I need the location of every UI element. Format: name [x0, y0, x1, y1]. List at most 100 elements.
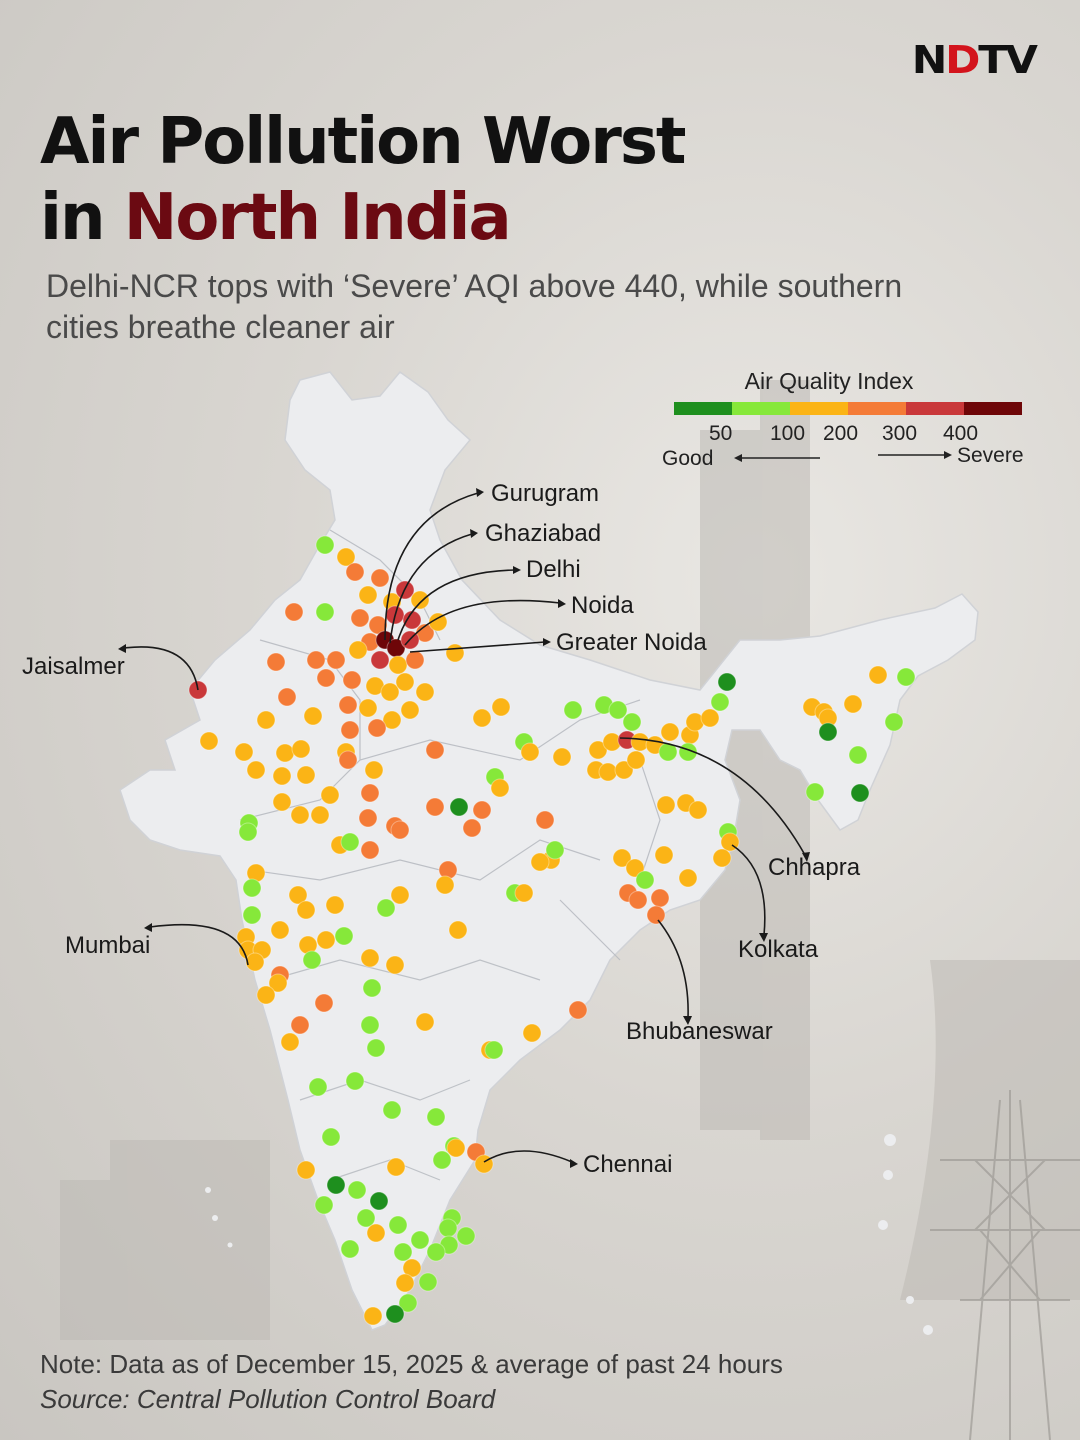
aqi-dot: [316, 668, 336, 688]
page-title: Air Pollution Worst in North India: [40, 104, 686, 256]
aqi-dot: [884, 712, 904, 732]
aqi-dot: [272, 792, 292, 812]
aqi-dot: [296, 1160, 316, 1180]
aqi-dot: [612, 848, 632, 868]
aqi-dot: [350, 608, 370, 628]
aqi-dot: [395, 1273, 415, 1293]
aqi-dot: [360, 783, 380, 803]
aqi-dot: [310, 805, 330, 825]
aqi-dot: [415, 1012, 435, 1032]
aqi-dot: [418, 1272, 438, 1292]
aqi-dot: [410, 590, 430, 610]
data-source: Source: Central Pollution Control Board: [40, 1384, 496, 1414]
aqi-dot: [325, 895, 345, 915]
callout-arrowheads: [118, 488, 810, 1168]
aqi-dot: [395, 672, 415, 692]
data-note: Note: Data as of December 15, 2025 & ave…: [40, 1349, 783, 1379]
scale-segment-3: [790, 402, 848, 415]
aqi-dot: [530, 852, 550, 872]
aqi-dot: [284, 602, 304, 622]
aqi-dot: [598, 762, 618, 782]
aqi-dot: [622, 712, 642, 732]
aqi-dot: [376, 898, 396, 918]
legend-title: Air Quality Index: [744, 368, 914, 394]
aqi-dot: [456, 1226, 476, 1246]
aqi-dot: [315, 535, 335, 555]
aqi-dot: [432, 1150, 452, 1170]
aqi-dot: [277, 687, 297, 707]
callout-kolkata: Kolkata: [738, 936, 819, 963]
aqi-dot: [321, 1127, 341, 1147]
aqi-dot: [358, 585, 378, 605]
legend-tick-100: 100: [770, 422, 806, 445]
callout-leader-lines: [123, 492, 806, 1163]
aqi-dot: [425, 740, 445, 760]
aqi-dot: [380, 682, 400, 702]
legend-good-label: Good: [662, 447, 714, 470]
aqi-dot: [370, 568, 390, 588]
aqi-dot: [472, 708, 492, 728]
islands: [205, 1134, 933, 1335]
aqi-dot: [688, 800, 708, 820]
aqi-dot: [710, 692, 730, 712]
aqi-dot: [296, 900, 316, 920]
aqi-dot: [340, 1239, 360, 1259]
aqi-dot: [400, 700, 420, 720]
aqi-dot: [334, 926, 354, 946]
callout-noida: Noida: [571, 592, 634, 619]
callout-mumbai: Mumbai: [65, 932, 151, 959]
aqi-dot: [635, 870, 655, 890]
aqi-dot: [345, 562, 365, 582]
aqi-dot: [608, 700, 628, 720]
aqi-dot: [336, 547, 356, 567]
aqi-dot: [435, 875, 455, 895]
callout-chennai: Chennai: [583, 1151, 673, 1178]
aqi-dot: [363, 1306, 383, 1326]
aqi-dot: [405, 650, 425, 670]
aqi-dot: [625, 858, 645, 878]
aqi-dot: [385, 1304, 405, 1324]
callout-jaisalmer: Jaisalmer: [22, 653, 125, 680]
aqi-dot: [646, 905, 666, 925]
aqi-dot: [628, 890, 648, 910]
aqi-dot: [388, 1215, 408, 1235]
aqi-dot: [398, 1293, 418, 1313]
aqi-dot: [614, 760, 634, 780]
aqi-dot: [270, 920, 290, 940]
aqi-dot: [415, 682, 435, 702]
aqi-dot: [314, 1195, 334, 1215]
scale-segment-6: [964, 402, 1022, 415]
aqi-dot: [345, 1071, 365, 1091]
callout-delhi: Delhi: [526, 556, 581, 583]
aqi-dot: [393, 1242, 413, 1262]
aqi-dot: [308, 1077, 328, 1097]
aqi-dot: [302, 950, 322, 970]
aqi-dot: [340, 832, 360, 852]
title-highlight: North India: [123, 181, 512, 255]
aqi-dot: [446, 1138, 466, 1158]
callout-ghaziabad: Ghaziabad: [485, 520, 602, 547]
aqi-dot: [245, 952, 265, 972]
aqi-dot: [626, 750, 646, 770]
callout-bhubaneswar: Bhubaneswar: [626, 1018, 773, 1045]
scale-segment-2: [732, 402, 790, 415]
aqi-dot: [367, 718, 387, 738]
aqi-dot: [291, 739, 311, 759]
aqi-dot: [868, 665, 888, 685]
aqi-dot: [568, 1000, 588, 1020]
aqi-dot: [296, 765, 316, 785]
aqi-dot: [368, 615, 388, 635]
aqi-dot: [320, 785, 340, 805]
aqi-dot: [256, 985, 276, 1005]
aqi-dot: [717, 672, 737, 692]
aqi-dot: [850, 783, 870, 803]
aqi-dot: [290, 805, 310, 825]
aqi-dot: [658, 742, 678, 762]
aqi-dot: [428, 612, 448, 632]
ndtv-logo: NDTV: [912, 38, 1038, 82]
aqi-dot: [303, 706, 323, 726]
aqi-dot: [449, 797, 469, 817]
title-line-1: Air Pollution Worst: [40, 105, 686, 179]
aqi-dot: [535, 810, 555, 830]
legend-arrows: [734, 451, 952, 462]
